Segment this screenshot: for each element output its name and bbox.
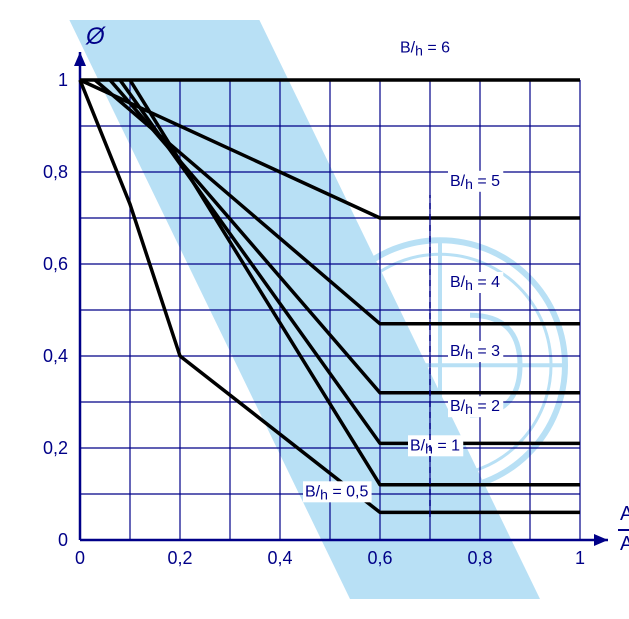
x-tick-label: 1 xyxy=(575,548,585,568)
y-tick-label: 0,6 xyxy=(43,254,68,274)
series-label: B/h = 5 xyxy=(450,173,500,192)
x-tick-label: 0 xyxy=(75,548,85,568)
y-tick-label: 0 xyxy=(58,530,68,550)
x-tick-label: 0,2 xyxy=(167,548,192,568)
chart-container: 00,20,40,60,8100,20,40,60,81ØArAtB/h = 6… xyxy=(20,20,629,599)
y-axis-label: Ø xyxy=(85,23,106,50)
series-label: B/h = 2 xyxy=(450,398,500,417)
series-label: B/h = 3 xyxy=(450,343,500,362)
y-tick-label: 0,2 xyxy=(43,438,68,458)
x-tick-label: 0,4 xyxy=(267,548,292,568)
x-tick-label: 0,6 xyxy=(367,548,392,568)
x-axis-label-top: A xyxy=(620,503,629,525)
series-label: B/h = 1 xyxy=(410,437,460,456)
series-label: B/h = 4 xyxy=(450,274,500,293)
series-label: B/h = 6 xyxy=(400,39,450,58)
series-label: B/h = 0,5 xyxy=(305,483,369,502)
y-tick-label: 0,8 xyxy=(43,162,68,182)
x-tick-label: 0,8 xyxy=(467,548,492,568)
y-tick-label: 0,4 xyxy=(43,346,68,366)
chart-svg: 00,20,40,60,8100,20,40,60,81ØArAtB/h = 6… xyxy=(20,20,629,599)
y-tick-label: 1 xyxy=(58,70,68,90)
x-axis-label-bot: A xyxy=(620,533,629,555)
